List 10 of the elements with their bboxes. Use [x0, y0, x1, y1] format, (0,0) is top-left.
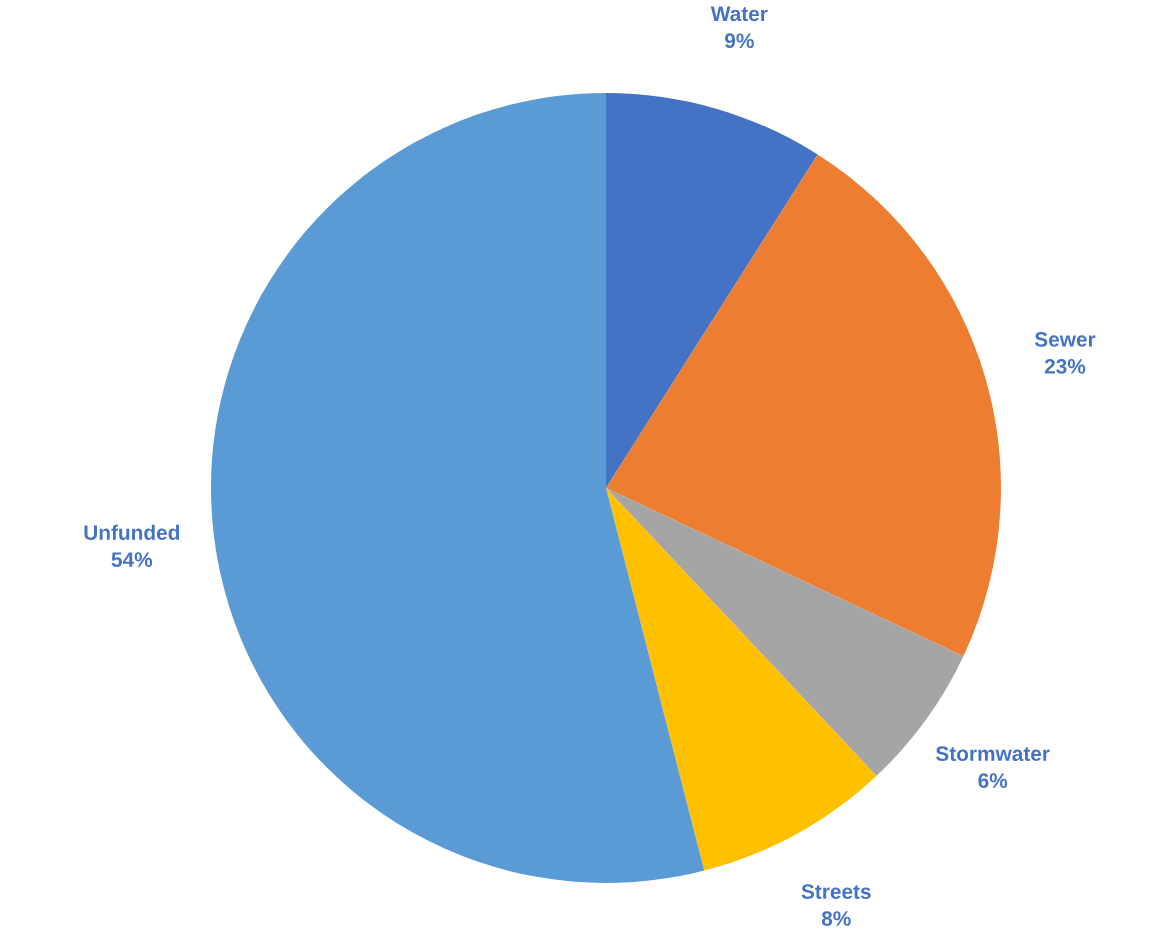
slice-label: Sewer	[1034, 332, 1096, 347]
slice-label: Stormwater	[935, 746, 1050, 762]
data-label: 8%	[821, 911, 851, 926]
data-label: 9%	[725, 33, 754, 49]
slice-label: Streets	[801, 884, 871, 899]
slice-label: Unfunded	[84, 524, 180, 541]
slice-label: Water	[710, 6, 768, 22]
data-label: 54%	[111, 552, 153, 567]
data-label: 6%	[978, 773, 1008, 789]
data-label: 23%	[1044, 358, 1086, 374]
